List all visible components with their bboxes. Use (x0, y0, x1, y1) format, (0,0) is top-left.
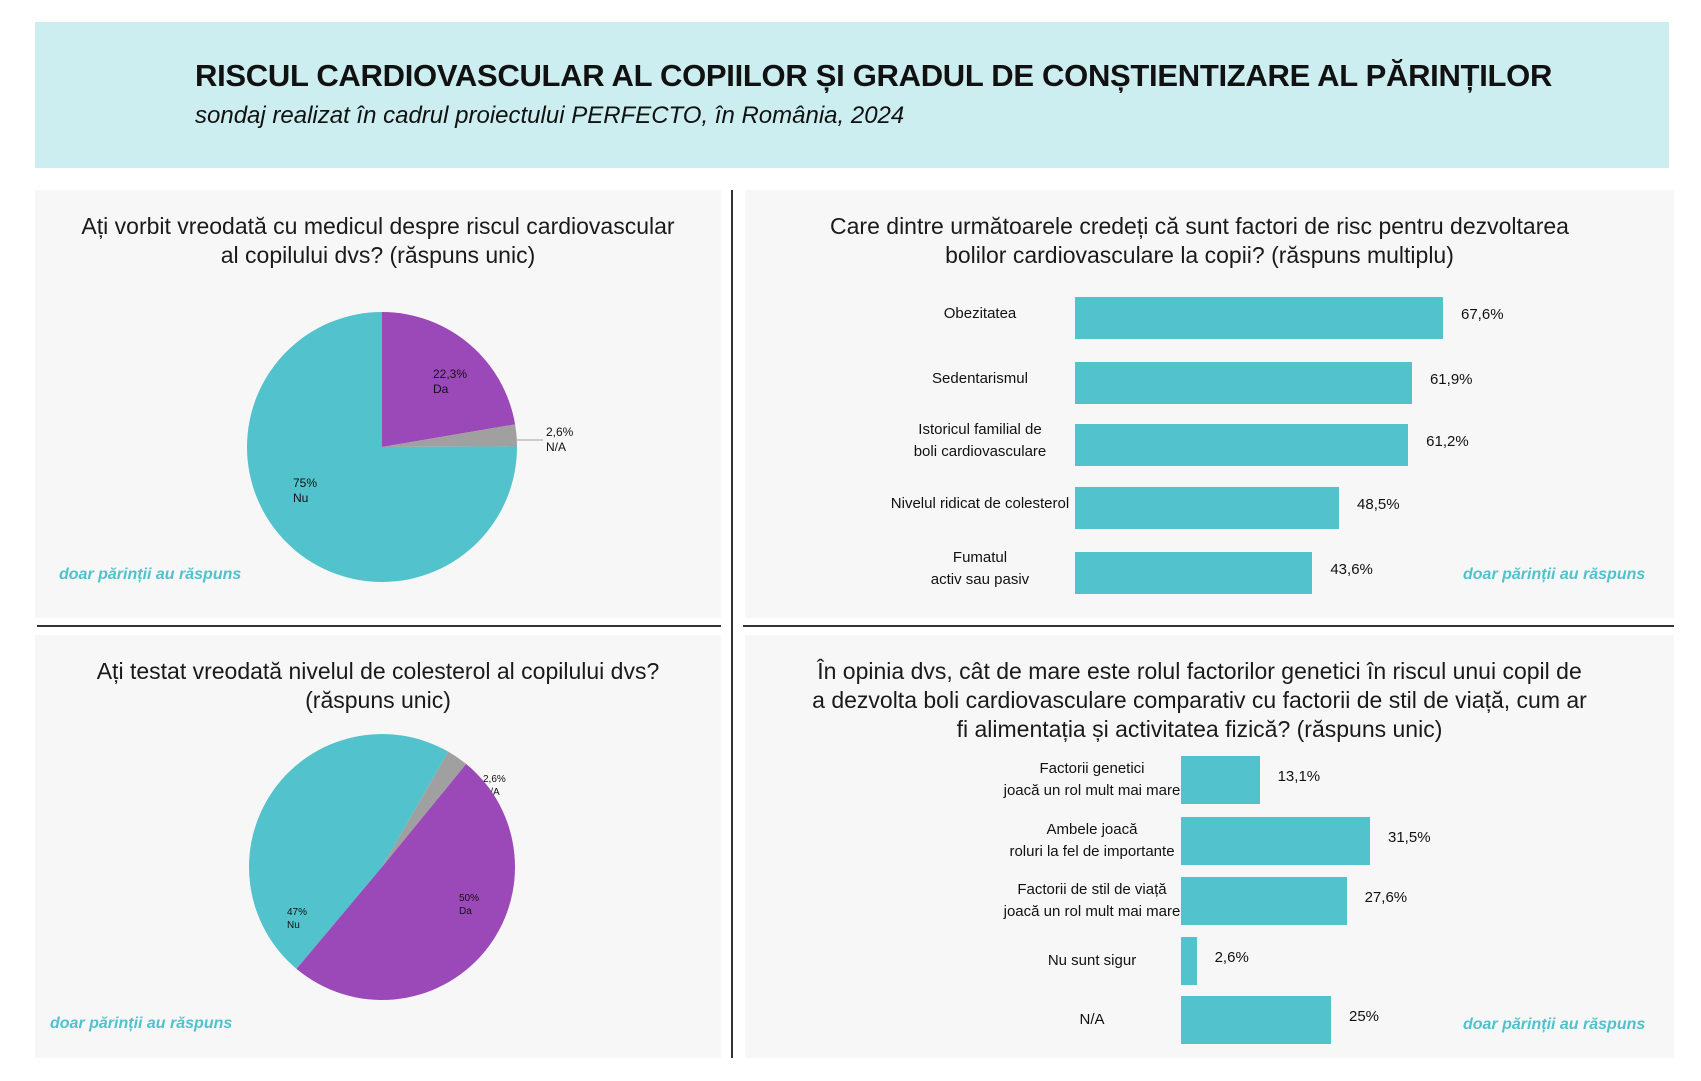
bar-value-label: 27,6% (1364, 889, 1408, 906)
slice-name-label: Da (433, 382, 449, 396)
chart-title-line: Ați vorbit vreodată cu medicul despre ri… (81, 213, 675, 239)
bar-category-line: Nivelul ridicat de colesterol (890, 495, 1070, 512)
bar (1181, 996, 1331, 1044)
bar-category-label: Factorii de stil de viață joacă un rol mu… (962, 879, 1222, 923)
chart-title-line: fi alimentația și activitatea fizică? (r… (956, 716, 1443, 742)
panel-bar-risk-factors: Care dintre următoarele credeți că sunt … (745, 190, 1674, 618)
bar (1075, 552, 1313, 594)
bar-value-label: 13,1% (1277, 768, 1321, 785)
chart-title-line: a dezvolta boli cardiovasculare comparat… (812, 687, 1587, 713)
bar-category-line: Nu sunt sigur (1047, 952, 1137, 969)
pie-slice-nu (247, 312, 517, 582)
bar (1075, 362, 1412, 404)
slice-value-label: 2,6% (546, 425, 574, 439)
header-banner: RISCUL CARDIOVASCULAR AL COPIILOR ȘI GRA… (35, 22, 1669, 168)
bar-category-line: Obezitatea (943, 305, 1017, 322)
slice-value-label: 22,3% (433, 367, 467, 381)
bar (1181, 877, 1347, 925)
pie-slice-nu (249, 734, 449, 969)
slice-value-label: 47% (287, 907, 307, 918)
chart-title-risk-factors: Care dintre următoarele credeți că sunt … (725, 212, 1674, 270)
bar (1181, 817, 1370, 865)
slice-name-label: N/A (546, 440, 566, 454)
chart-title-line: În opinia dvs, cât de mare este rolul fa… (817, 658, 1582, 684)
bar-category-line: boli cardiovasculare (913, 443, 1047, 460)
chart-title-line: (răspuns unic) (305, 687, 451, 713)
note-parents-only: doar părinții au răspuns (50, 1015, 233, 1032)
bar (1075, 487, 1340, 529)
divider-vertical (731, 190, 733, 1058)
bar-value-label: 61,9% (1429, 371, 1473, 388)
page-title: RISCUL CARDIOVASCULAR AL COPIILOR ȘI GRA… (195, 58, 1553, 93)
bar-category-label: Ambele joacă roluri la fel de importante (962, 819, 1222, 863)
panel-pie-doctor: Ați vorbit vreodată cu medicul despre ri… (35, 190, 721, 618)
pie-chart-doctor: 22,3%Da 2,6%N/A 75%Nu (247, 312, 574, 582)
bar-value-label: 67,6% (1461, 306, 1504, 323)
page-subtitle: sondaj realizat în cadrul proiectului PE… (195, 102, 905, 129)
bar (1075, 297, 1443, 339)
bar-category-label: Sedentarismul (850, 368, 1110, 390)
bar-value-label: 31,5% (1388, 829, 1431, 846)
chart-title-line: al copilului dvs? (răspuns unic) (220, 242, 536, 268)
bar-category-label: Factorii genetici joacă un rol mult mai m… (962, 758, 1222, 802)
bar-value-label: 43,6% (1330, 561, 1373, 578)
bar-category-line: Istoricul familial de (918, 421, 1042, 438)
slice-name-label: Nu (287, 920, 300, 931)
bar-category-line: joacă un rol mult mai mare (1003, 782, 1181, 799)
chart-title-line: Care dintre următoarele credeți că sunt … (830, 213, 1569, 239)
note-parents-only: doar părinții au răspuns (1463, 566, 1646, 583)
bar-value-label: 2,6% (1214, 949, 1249, 966)
bar-category-label: N/A (962, 1009, 1222, 1031)
bar (1181, 756, 1260, 804)
bar-category-label: Fumatul activ sau pasiv (850, 547, 1110, 591)
bar (1181, 937, 1197, 985)
slice-value-label: 2,6% (483, 774, 506, 785)
pie-slice-na (382, 751, 467, 867)
bar-category-line: Ambele joacă (1046, 821, 1138, 838)
pie-chart-cholesterol: 47%Nu2,6%N/A50%Da (249, 734, 516, 1001)
pie-slice-na (382, 424, 517, 447)
chart-title-cholesterol: Ați testat vreodată nivelul de colestero… (35, 657, 721, 715)
divider-right (743, 625, 1674, 627)
pie-slice-da (296, 764, 516, 1001)
bar-value-label: 25% (1349, 1008, 1380, 1025)
bar-value-label: 48,5% (1357, 496, 1400, 513)
bar-category-label: Istoricul familial de boli cardiovascular… (850, 419, 1110, 463)
bar-category-line: joacă un rol mult mai mare (1003, 903, 1181, 920)
slice-name-label: Nu (293, 491, 308, 505)
pie-slice-da (382, 312, 516, 447)
bar-category-line: activ sau pasiv (930, 571, 1030, 588)
bar-category-label: Obezitatea (850, 303, 1110, 325)
bar-value-label: 61,2% (1426, 433, 1469, 450)
chart-title-genetics: În opinia dvs, cât de mare este rolul fa… (725, 657, 1674, 744)
bar-category-label: Nu sunt sigur (962, 950, 1222, 972)
bar-category-line: Fumatul (952, 549, 1008, 566)
chart-title-doctor: Ați vorbit vreodată cu medicul despre ri… (35, 212, 721, 270)
bar (1075, 424, 1409, 466)
note-parents-only: doar părinții au răspuns (59, 566, 242, 583)
chart-title-line: bolilor cardiovasculare la copii? (răspu… (945, 242, 1454, 268)
note-parents-only: doar părinții au răspuns (1463, 1016, 1646, 1033)
divider-left (37, 625, 721, 627)
slice-value-label: 50% (459, 893, 479, 904)
bar-category-label: Nivelul ridicat de colesterol (850, 493, 1110, 515)
panel-pie-cholesterol: Ați testat vreodată nivelul de colestero… (35, 635, 721, 1058)
bar-category-line: Sedentarismul (932, 370, 1028, 387)
bar-category-line: Factorii de stil de viață (1017, 881, 1167, 898)
slice-value-label: 75% (293, 476, 317, 490)
bar-category-line: roluri la fel de importante (1009, 843, 1175, 860)
panel-bar-genetics: În opinia dvs, cât de mare este rolul fa… (745, 635, 1674, 1058)
bar-category-line: N/A (1079, 1011, 1105, 1028)
slice-name-label: Da (459, 906, 472, 917)
chart-title-line: Ați testat vreodată nivelul de colestero… (96, 658, 660, 684)
bar-category-line: Factorii genetici (1039, 760, 1145, 777)
